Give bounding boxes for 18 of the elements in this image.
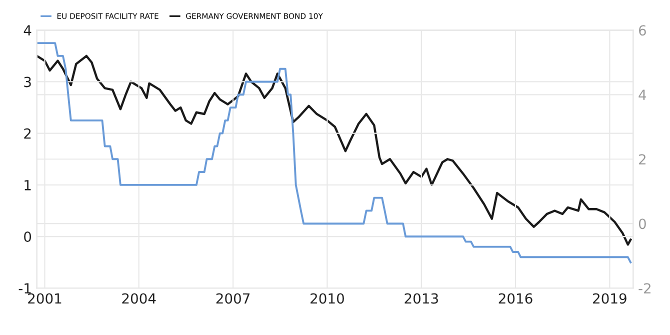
y2-tick-label: 4	[638, 90, 646, 100]
y-tick-label: 0	[24, 231, 32, 242]
x-tick-label: 2013	[404, 293, 438, 304]
y2-tick-label: 6	[638, 25, 646, 36]
x-tick-label: 2016	[498, 293, 532, 304]
x-tick-label: 2004	[122, 293, 156, 304]
x-tick-label: 2001	[28, 293, 62, 304]
y-tick-label: 1	[24, 180, 31, 190]
x-tick-label: 2019	[593, 293, 626, 304]
y-tick-label: 2	[24, 128, 31, 139]
y2-tick-label: -2	[638, 283, 650, 294]
x-tick-label: 2007	[216, 293, 250, 304]
y-tick-label: 4	[24, 25, 32, 36]
y2-tick-label: 0	[638, 218, 646, 230]
x-tick-label: 2010	[310, 293, 344, 304]
y-tick-label: 3	[24, 76, 31, 88]
y2-tick-label: 2	[639, 154, 646, 164]
y-tick-label: -1	[18, 283, 31, 294]
